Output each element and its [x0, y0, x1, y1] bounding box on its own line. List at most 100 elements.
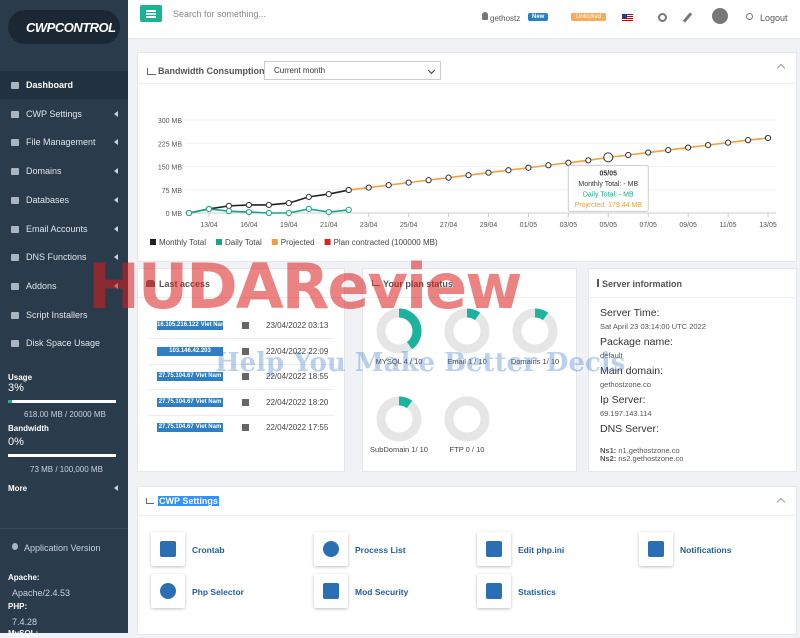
app-version: Application Version [24, 543, 101, 553]
setting-label[interactable]: Php Selector [192, 587, 244, 597]
data-point [645, 149, 652, 156]
setting-icon[interactable] [151, 574, 185, 608]
menu-icon [11, 168, 19, 176]
plan-label: Domains 1/ 10 [510, 357, 560, 366]
ip: 27.75.104.67 [158, 424, 194, 430]
access-date: 22/04/2022 17:55 [266, 423, 329, 432]
menu-item[interactable]: CWP Settings [0, 100, 128, 128]
topbar: Search for something... gethostz New Unl… [128, 0, 800, 39]
info-value: 69.197.143.114 [600, 409, 652, 418]
menu-button[interactable] [140, 5, 162, 22]
data-point [305, 205, 312, 213]
logout[interactable]: Logout [760, 13, 788, 23]
gears-icon[interactable] [658, 13, 667, 22]
data-point [505, 167, 512, 174]
data-point [225, 208, 233, 215]
menu-item[interactable]: File Management [0, 128, 128, 156]
menu-item[interactable]: Script Installers [0, 301, 128, 329]
collapse-icon[interactable] [776, 497, 786, 507]
donut-value [444, 308, 490, 354]
brush-icon[interactable] [682, 12, 693, 23]
setting-label[interactable]: Process List [355, 545, 406, 555]
setting-label[interactable]: Edit php.ini [518, 545, 565, 555]
setting-label[interactable]: Statistics [518, 587, 556, 597]
donut-track [444, 396, 490, 442]
usage-percent: 3% [8, 382, 24, 394]
data-point [425, 177, 432, 184]
country: Viet Nam [200, 322, 223, 328]
info-label: DNS Server: [600, 423, 659, 435]
data-point [385, 182, 392, 189]
setting-icon[interactable] [314, 532, 348, 566]
setting-icon[interactable] [477, 532, 511, 566]
menu-item[interactable]: DNS Functions [0, 243, 128, 271]
period-select[interactable]: Current month [264, 61, 441, 80]
menu-item[interactable]: Databases [0, 186, 128, 214]
row-divider [148, 414, 334, 416]
tooltip-daily: Daily Total: - MB [583, 191, 634, 198]
flag[interactable] [622, 14, 633, 22]
data-point [405, 179, 412, 186]
legend-swatch [216, 239, 222, 245]
setting-icon[interactable] [314, 574, 348, 608]
cwp-settings-panel: CWP Settings Crontab Process List Edit php… [137, 486, 797, 635]
menu-item[interactable]: Domains [0, 157, 128, 185]
data-point [225, 202, 233, 209]
ns1-value: n1.gethostzone.co [618, 446, 680, 455]
os-icon [242, 373, 249, 380]
menu-item[interactable]: Disk Space Usage [0, 329, 128, 357]
access-date: 22/04/2022 18:55 [266, 372, 329, 381]
legend-label: Daily Total [225, 238, 262, 247]
data-point [485, 169, 492, 176]
access-date: 22/04/2022 18:20 [266, 397, 329, 407]
plan-status-panel: Your plan status MYSQL 4 / 10 Email 1 / 1… [362, 268, 577, 472]
setting-icon[interactable] [477, 574, 511, 608]
menu-item[interactable]: Addons [0, 272, 128, 300]
bandwidth-detail: 73 MB / 100,000 MB [30, 465, 103, 474]
panel-title: Last access [159, 279, 211, 289]
search[interactable]: Search for something... [173, 9, 267, 19]
more[interactable]: More [8, 484, 28, 493]
menu-icon [11, 139, 19, 147]
menu-item[interactable]: Dashboard [0, 71, 128, 99]
divider [138, 83, 796, 84]
x-tick-label: 23/04 [360, 222, 378, 229]
data-point [764, 134, 772, 142]
x-tick-label: 19/04 [280, 222, 298, 229]
menu-arrow [114, 196, 118, 203]
bandwidth-percent: 0% [8, 436, 24, 448]
donut-value [376, 308, 422, 354]
info-label: Ip Server: [600, 394, 646, 406]
menu-icon [11, 225, 19, 233]
info-value: Sat April 23 03:14:00 UTC 2022 [600, 322, 706, 331]
bandwidth-title: Bandwidth [8, 424, 49, 433]
mysql-label: MySQL: [8, 629, 39, 638]
setting-label[interactable]: Crontab [192, 545, 225, 555]
x-tick-label: 16/04 [240, 222, 258, 229]
setting-label[interactable]: Mod Security [355, 587, 409, 597]
usage-fill [8, 400, 12, 403]
setting-icon[interactable] [639, 532, 673, 566]
data-point [545, 162, 552, 169]
x-tick-label: 13/05 [759, 222, 777, 229]
data-point [345, 206, 352, 213]
x-tick-label: 03/05 [560, 222, 578, 229]
data-point [465, 172, 472, 179]
y-tick-label: 0 MB [166, 211, 183, 218]
donut-track [376, 396, 422, 442]
access-date: 22/04/2022 22:09 [266, 346, 329, 356]
data-point [325, 208, 332, 216]
info-icon [597, 279, 599, 287]
data-point [585, 157, 592, 164]
flag-canton [622, 14, 627, 18]
ns1: Ns1: n1.gethostzone.co [600, 446, 680, 455]
menu-item[interactable]: Email Accounts [0, 215, 128, 243]
setting-label[interactable]: Notifications [680, 545, 732, 555]
plan-label: SubDomain 1/ 10 [370, 445, 428, 454]
setting-icon[interactable] [151, 532, 185, 566]
help-icon[interactable] [712, 8, 728, 24]
ns2-value: ns2.gethostzone.co [618, 454, 684, 463]
user[interactable]: gethostz [490, 14, 521, 23]
